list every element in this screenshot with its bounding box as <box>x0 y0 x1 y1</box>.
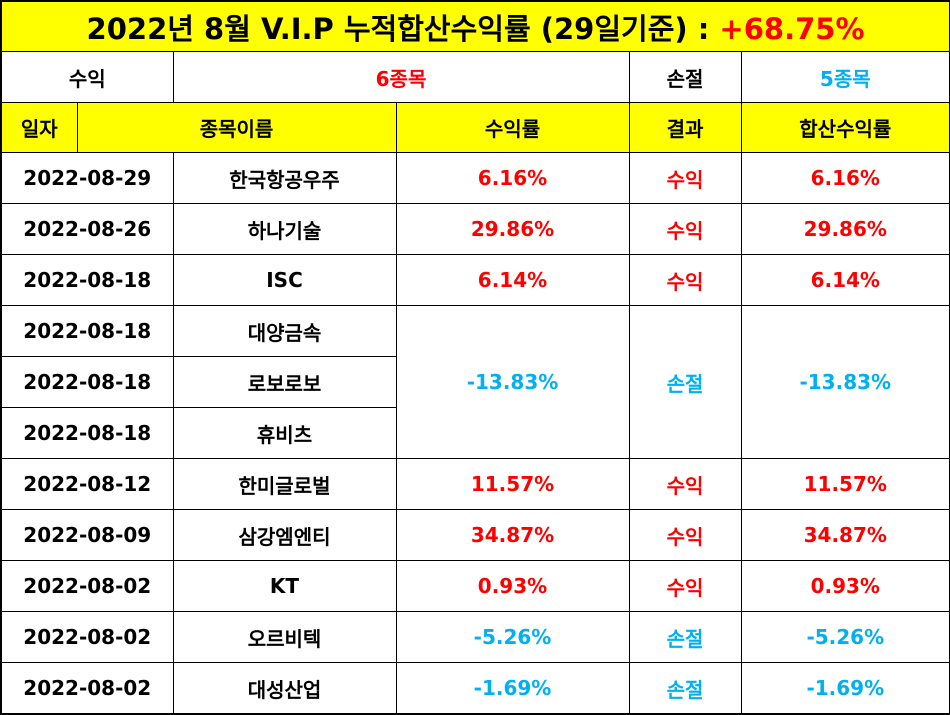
table-row: 2022-08-18 대양금속 -13.83% 손절 -13.83% <box>0 305 950 459</box>
table-row: 2022-08-12 한미글로벌 11.57% 수익 11.57% <box>0 458 950 510</box>
loss-count: 5종목 <box>740 51 950 103</box>
result-cell: 수익 <box>628 254 742 306</box>
summary-row: 수익 6종목 손절 5종목 <box>0 51 950 103</box>
loss-label: 손절 <box>628 51 742 103</box>
rate-cell: 29.86% <box>395 203 630 255</box>
date-cell: 2022-08-02 <box>0 662 174 715</box>
name-cell: ISC <box>172 254 397 306</box>
date-cell: 2022-08-18 <box>0 305 174 357</box>
table-row: 2022-08-02 대성산업 -1.69% 손절 -1.69% <box>0 662 950 715</box>
header-row: 일자 종목이름 수익률 결과 합산수익률 <box>0 102 950 153</box>
name-cell: 로보로보 <box>172 356 397 408</box>
name-cell: 대성산업 <box>172 662 397 715</box>
result-cell: 수익 <box>628 509 742 561</box>
sum-cell: 0.93% <box>740 560 950 612</box>
result-cell: 수익 <box>628 458 742 510</box>
date-cell: 2022-08-18 <box>0 407 174 459</box>
name-cell: KT <box>172 560 397 612</box>
sum-cell: 11.57% <box>740 458 950 510</box>
rate-cell: -5.26% <box>395 611 630 663</box>
result-cell: 수익 <box>628 203 742 255</box>
date-cell: 2022-08-02 <box>0 611 174 663</box>
rate-cell: -13.83% <box>395 305 630 459</box>
name-cell: 한국항공우주 <box>172 152 397 204</box>
name-cell: 휴비츠 <box>172 407 397 459</box>
sum-cell: 34.87% <box>740 509 950 561</box>
header-sum: 합산수익률 <box>740 102 950 153</box>
result-cell: 손절 <box>628 305 742 459</box>
rate-cell: 6.14% <box>395 254 630 306</box>
name-cell: 삼강엠엔티 <box>172 509 397 561</box>
profit-count: 6종목 <box>172 51 630 103</box>
rate-cell: 11.57% <box>395 458 630 510</box>
date-cell: 2022-08-02 <box>0 560 174 612</box>
sum-cell: 29.86% <box>740 203 950 255</box>
title-text: 2022년 8월 V.I.P 누적합산수익률 (29일기준) : <box>86 11 720 46</box>
rate-cell: 0.93% <box>395 560 630 612</box>
date-cell: 2022-08-26 <box>0 203 174 255</box>
rate-cell: -1.69% <box>395 662 630 715</box>
rate-cell: 6.16% <box>395 152 630 204</box>
result-cell: 손절 <box>628 662 742 715</box>
date-cell: 2022-08-18 <box>0 254 174 306</box>
name-cell: 대양금속 <box>172 305 397 357</box>
rate-cell: 34.87% <box>395 509 630 561</box>
table-row: 2022-08-09 삼강엠엔티 34.87% 수익 34.87% <box>0 509 950 561</box>
date-cell: 2022-08-09 <box>0 509 174 561</box>
result-cell: 수익 <box>628 560 742 612</box>
sum-cell: -13.83% <box>740 305 950 459</box>
header-name: 종목이름 <box>76 102 397 153</box>
total-return: +68.75% <box>719 11 865 46</box>
date-cell: 2022-08-12 <box>0 458 174 510</box>
result-cell: 손절 <box>628 611 742 663</box>
sum-cell: -5.26% <box>740 611 950 663</box>
profit-label: 수익 <box>0 51 174 103</box>
name-cell: 오르비텍 <box>172 611 397 663</box>
table-row: 2022-08-02 오르비텍 -5.26% 손절 -5.26% <box>0 611 950 663</box>
header-result: 결과 <box>628 102 742 153</box>
header-rate: 수익률 <box>395 102 630 153</box>
table-row: 2022-08-26 하나기술 29.86% 수익 29.86% <box>0 203 950 255</box>
date-cell: 2022-08-29 <box>0 152 174 204</box>
table-row: 2022-08-02 KT 0.93% 수익 0.93% <box>0 560 950 612</box>
name-cell: 한미글로벌 <box>172 458 397 510</box>
name-cell: 하나기술 <box>172 203 397 255</box>
sum-cell: 6.16% <box>740 152 950 204</box>
sum-cell: -1.69% <box>740 662 950 715</box>
table-row: 2022-08-18 ISC 6.14% 수익 6.14% <box>0 254 950 306</box>
header-date: 일자 <box>0 102 78 153</box>
sum-cell: 6.14% <box>740 254 950 306</box>
page-title: 2022년 8월 V.I.P 누적합산수익률 (29일기준) : +68.75% <box>0 0 950 52</box>
date-cell: 2022-08-18 <box>0 356 174 408</box>
table-row: 2022-08-29 한국항공우주 6.16% 수익 6.16% <box>0 152 950 204</box>
result-cell: 수익 <box>628 152 742 204</box>
table-row: 2022-08-18 로보로보 <box>0 356 950 408</box>
